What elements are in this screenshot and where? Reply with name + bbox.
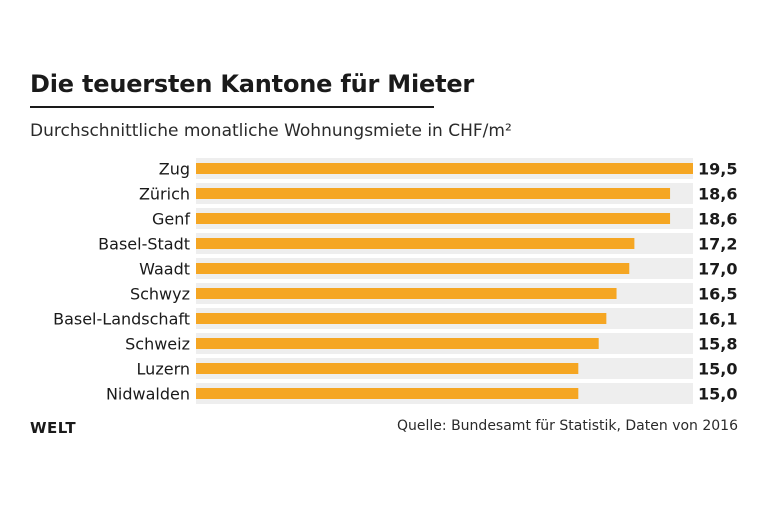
value-label: 15,8 [698,335,737,354]
bar [196,263,630,274]
value-label: 17,2 [698,235,737,254]
category-label: Genf [152,210,190,229]
category-label: Schweiz [125,335,190,354]
bar [196,363,579,374]
category-label: Luzern [137,360,190,379]
value-label: 18,6 [698,185,737,204]
value-label: 16,1 [698,310,737,329]
value-label: 16,5 [698,285,737,304]
chart-title: Die teuersten Kantone für Mieter [30,70,475,98]
bar [196,213,671,224]
bar [196,188,671,199]
bar [196,388,579,399]
value-label: 19,5 [698,160,737,179]
bar [196,238,635,249]
bar [196,288,617,299]
value-label: 15,0 [698,360,737,379]
category-label: Nidwalden [106,385,190,404]
source-note: Quelle: Bundesamt für Statistik, Daten v… [397,418,738,434]
chart-subtitle: Durchschnittliche monatliche Wohnungsmie… [30,121,512,141]
bar [196,338,599,349]
category-label: Zürich [139,185,190,204]
value-label: 18,6 [698,210,737,229]
title-underline [30,106,434,108]
welt-logo: WELT [30,419,77,437]
category-label: Schwyz [130,285,190,304]
category-label: Basel-Stadt [98,235,190,254]
category-label: Zug [159,160,190,179]
value-label: 15,0 [698,385,737,404]
value-label: 17,0 [698,260,737,279]
bar [196,313,607,324]
bar [196,163,693,174]
category-label: Waadt [139,260,190,279]
category-label: Basel-Landschaft [53,310,190,329]
